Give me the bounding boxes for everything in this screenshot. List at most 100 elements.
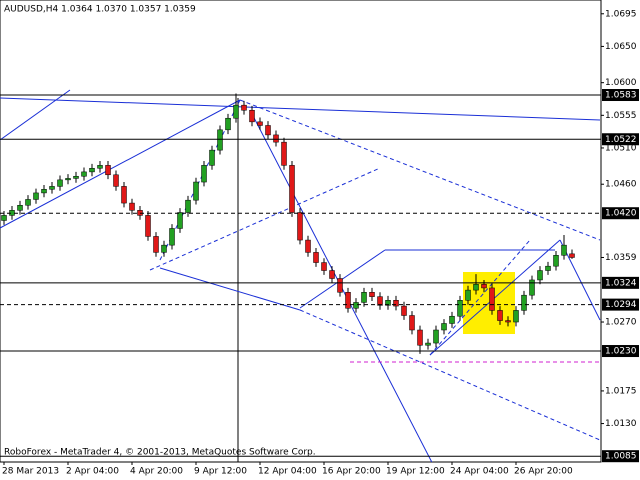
level-label: 1.0420 [605,209,637,219]
candle-body [233,104,239,119]
candle-body [257,121,263,126]
candle-body [33,192,39,200]
y-tick-label: 1.0270 [605,318,637,328]
trend-line [0,99,241,229]
y-tick-label: 1.0600 [605,78,637,88]
candle-body [297,212,303,241]
level-label-box [602,133,639,146]
candle-body [145,215,151,237]
candle-body [497,310,503,321]
level-label-box [602,450,639,463]
candle-body [505,320,511,323]
candle-body [369,292,375,297]
candle-body [433,329,439,344]
candle-body [321,262,327,271]
trend-line [159,267,301,311]
y-tick-label: 1.0460 [605,180,637,190]
candle-body [313,252,319,263]
candle-body [305,239,311,253]
level-label: 1.0294 [605,300,637,310]
trend-line [429,239,561,356]
candle-body [401,305,407,316]
x-tick-label: 28 Mar 2013 [2,467,59,477]
level-label-box [602,89,639,102]
candle-body [513,310,519,323]
candle-body [489,287,495,311]
y-tick-label: 1.0650 [605,42,637,52]
level-label-box [602,276,639,289]
level-label-box [602,298,639,311]
level-label: 1.0085 [605,452,637,462]
y-tick-label: 1.0130 [605,419,637,429]
candle-body [345,292,351,309]
level-label-box [602,345,639,358]
candle-body [65,178,71,181]
candle-body [153,236,159,253]
trend-line [249,109,433,462]
candle-body [281,141,287,166]
candle-body [49,186,55,190]
candle-body [529,279,535,296]
candle-body [121,186,127,204]
candle-body [225,117,231,131]
candle-body [185,199,191,213]
x-tick-label: 4 Apr 20:00 [130,467,183,477]
candle-body [129,202,135,211]
y-tick-label: 1.0175 [605,386,637,396]
candle-body [329,270,335,279]
candle-body [193,181,199,201]
candle-body [41,189,47,194]
candle-body [361,292,367,303]
candle-body [569,253,575,258]
candle-body [385,300,391,306]
candle-body [473,284,479,291]
candle-body [457,300,463,317]
x-tick-label: 24 Apr 04:00 [450,467,509,477]
candle-body [273,134,279,143]
candle-body [561,244,567,256]
candle-body [97,165,103,169]
chart-title: AUDUSD,H4 1.0364 1.0370 1.0357 1.0359 [4,5,196,15]
candle-body [177,212,183,229]
trend-line [0,89,71,141]
level-label: 1.0230 [605,347,637,357]
candle-body [537,270,543,281]
y-tick-label: 1.0695 [605,9,637,19]
candle-body [521,294,527,311]
candle-body [441,323,447,331]
level-label: 1.0522 [605,135,637,145]
candle-body [81,171,87,177]
candle-body [209,149,215,166]
y-tick-label: 1.0359 [605,253,637,263]
candle-body [17,205,23,211]
candle-body [289,165,295,213]
price-series [1,93,575,354]
candle-body [417,329,423,346]
candle-body [249,109,255,123]
candle-body [377,296,383,306]
candle-body [113,174,119,187]
candle-body [545,265,551,271]
x-tick-label: 16 Apr 20:00 [322,467,381,477]
candle-body [465,289,471,301]
candle-body [449,315,455,324]
x-tick-label: 9 Apr 12:00 [194,467,247,477]
trend-line [239,99,601,241]
candle-body [73,175,79,179]
candle-body [265,125,271,136]
candle-body [57,179,63,187]
x-tick-label: 2 Apr 04:00 [66,467,119,477]
candle-body [241,104,247,111]
candle-body [89,168,95,173]
candle-body [393,300,399,307]
candle-body [217,129,223,151]
candle-body [337,278,343,293]
candle-body [1,215,7,221]
candle-body [481,284,487,289]
x-tick-label: 19 Apr 12:00 [386,467,445,477]
candle-body [201,165,207,183]
x-tick-label: 12 Apr 04:00 [258,467,317,477]
x-tick-label: 26 Apr 20:00 [514,467,573,477]
candle-body [169,228,175,246]
